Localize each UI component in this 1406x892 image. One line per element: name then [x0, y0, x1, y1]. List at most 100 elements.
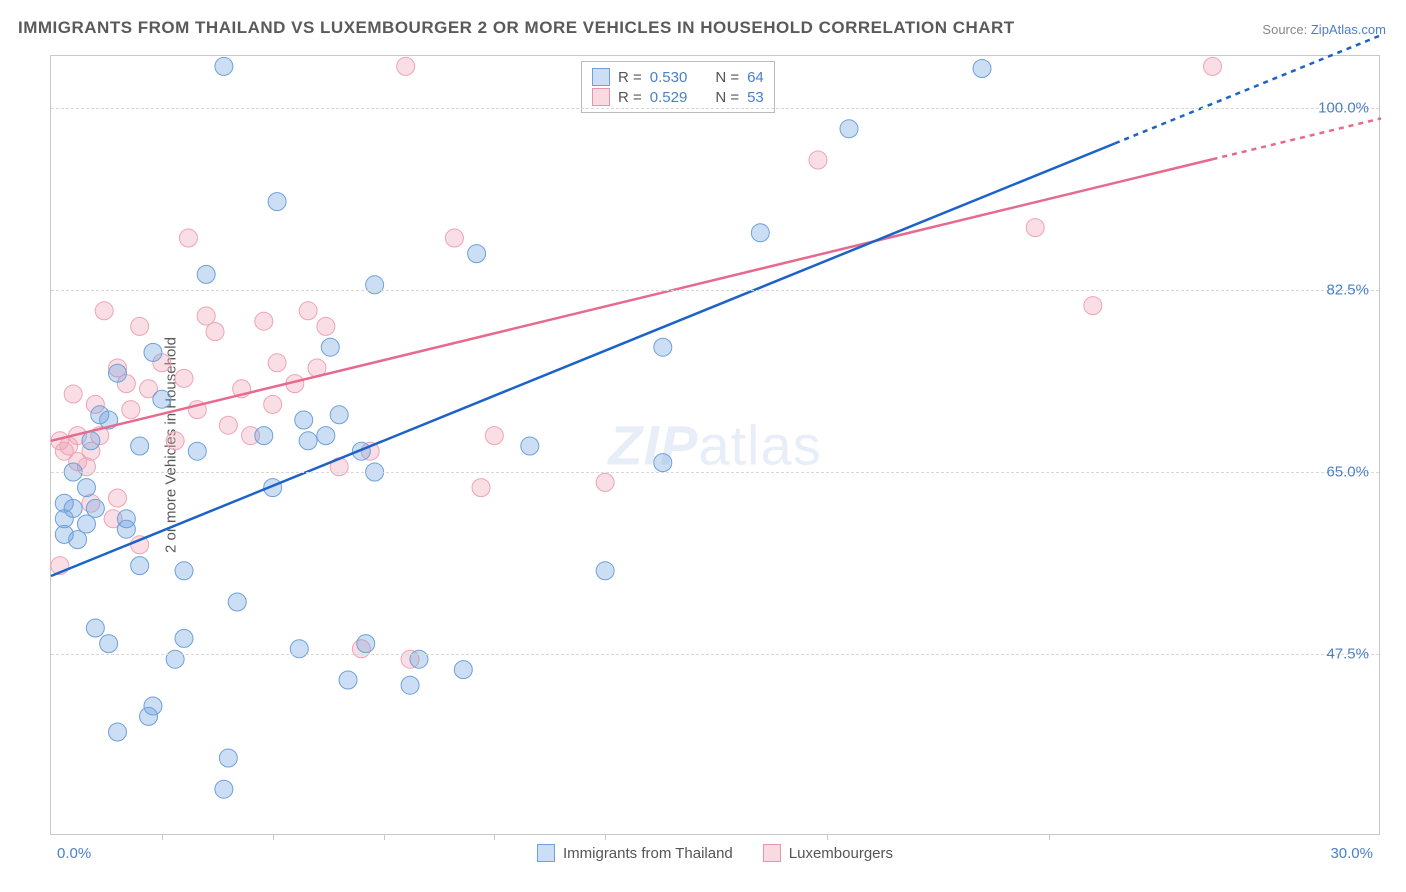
- source-link[interactable]: ZipAtlas.com: [1311, 22, 1386, 37]
- data-point: [86, 619, 104, 637]
- data-point: [166, 650, 184, 668]
- trend-line: [51, 143, 1115, 576]
- data-point: [215, 780, 233, 798]
- chart-title: IMMIGRANTS FROM THAILAND VS LUXEMBOURGER…: [18, 18, 1015, 38]
- source-label: Source:: [1262, 22, 1307, 37]
- y-tick-label: 100.0%: [1318, 100, 1369, 117]
- data-point: [255, 312, 273, 330]
- data-point: [219, 749, 237, 767]
- data-point: [109, 723, 127, 741]
- y-tick-label: 82.5%: [1326, 282, 1369, 299]
- data-point: [100, 635, 118, 653]
- data-point: [197, 307, 215, 325]
- x-axis-max-label: 30.0%: [1330, 845, 1373, 862]
- data-point: [69, 531, 87, 549]
- trend-line: [51, 159, 1213, 441]
- data-point: [751, 224, 769, 242]
- data-point: [268, 193, 286, 211]
- gridline: [51, 654, 1379, 655]
- y-tick-label: 65.0%: [1326, 464, 1369, 481]
- data-point: [131, 437, 149, 455]
- y-tick-label: 47.5%: [1326, 646, 1369, 663]
- data-point: [410, 650, 428, 668]
- data-point: [109, 364, 127, 382]
- data-point: [219, 416, 237, 434]
- data-point: [454, 661, 472, 679]
- data-point: [64, 385, 82, 403]
- scatter-plot: [51, 56, 1379, 834]
- x-axis-min-label: 0.0%: [57, 845, 91, 862]
- x-tick-mark: [273, 834, 274, 840]
- data-point: [299, 432, 317, 450]
- data-point: [153, 390, 171, 408]
- data-point: [179, 229, 197, 247]
- data-point: [215, 57, 233, 75]
- x-tick-mark: [162, 834, 163, 840]
- data-point: [596, 562, 614, 580]
- gridline: [51, 108, 1379, 109]
- data-point: [339, 671, 357, 689]
- legend-item: Immigrants from Thailand: [537, 844, 733, 862]
- x-tick-mark: [1049, 834, 1050, 840]
- legend-item: Luxembourgers: [763, 844, 893, 862]
- data-point: [175, 369, 193, 387]
- data-point: [64, 499, 82, 517]
- data-point: [521, 437, 539, 455]
- x-tick-mark: [605, 834, 606, 840]
- chart-area: 2 or more Vehicles in Household ZIPatlas…: [50, 55, 1380, 835]
- gridline: [51, 290, 1379, 291]
- source-attribution: Source: ZipAtlas.com: [1262, 22, 1386, 37]
- data-point: [131, 317, 149, 335]
- data-point: [357, 635, 375, 653]
- data-point: [82, 432, 100, 450]
- series-legend: Immigrants from Thailand Luxembourgers: [537, 844, 893, 862]
- data-point: [468, 245, 486, 263]
- data-point: [397, 57, 415, 75]
- trend-line-dashed: [1213, 118, 1381, 159]
- data-point: [228, 593, 246, 611]
- data-point: [144, 343, 162, 361]
- data-point: [175, 629, 193, 647]
- data-point: [175, 562, 193, 580]
- data-point: [1204, 57, 1222, 75]
- data-point: [317, 317, 335, 335]
- data-point: [366, 276, 384, 294]
- data-point: [654, 338, 672, 356]
- data-point: [268, 354, 286, 372]
- data-point: [290, 640, 308, 658]
- x-tick-mark: [827, 834, 828, 840]
- data-point: [809, 151, 827, 169]
- data-point: [401, 676, 419, 694]
- data-point: [166, 432, 184, 450]
- data-point: [973, 59, 991, 77]
- data-point: [330, 406, 348, 424]
- data-point: [131, 557, 149, 575]
- data-point: [317, 427, 335, 445]
- data-point: [654, 454, 672, 472]
- data-point: [117, 520, 135, 538]
- data-point: [596, 473, 614, 491]
- data-point: [109, 489, 127, 507]
- data-point: [206, 323, 224, 341]
- data-point: [77, 479, 95, 497]
- data-point: [445, 229, 463, 247]
- legend-label: Immigrants from Thailand: [563, 845, 733, 862]
- gridline: [51, 472, 1379, 473]
- data-point: [295, 411, 313, 429]
- data-point: [299, 302, 317, 320]
- data-point: [77, 515, 95, 533]
- data-point: [144, 697, 162, 715]
- legend-swatch-icon: [763, 844, 781, 862]
- data-point: [1026, 219, 1044, 237]
- x-tick-mark: [494, 834, 495, 840]
- data-point: [86, 499, 104, 517]
- data-point: [264, 395, 282, 413]
- x-tick-mark: [384, 834, 385, 840]
- data-point: [122, 401, 140, 419]
- data-point: [485, 427, 503, 445]
- legend-label: Luxembourgers: [789, 845, 893, 862]
- data-point: [255, 427, 273, 445]
- data-point: [95, 302, 113, 320]
- legend-swatch-icon: [537, 844, 555, 862]
- data-point: [188, 442, 206, 460]
